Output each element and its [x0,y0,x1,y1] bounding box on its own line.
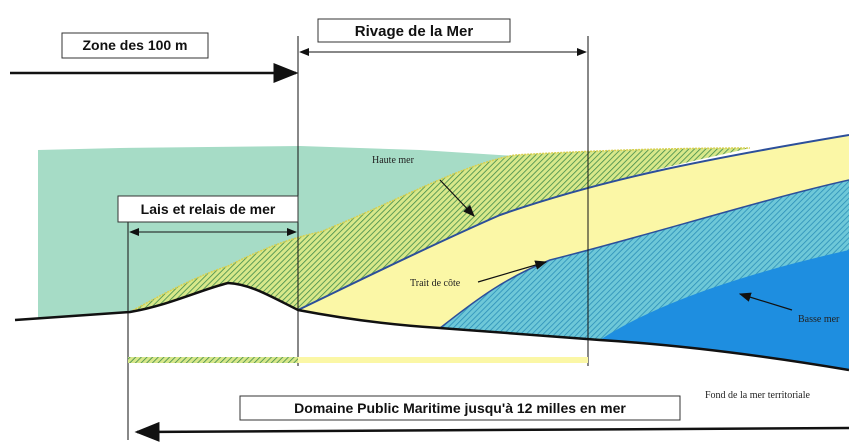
strip-rivage [298,357,588,363]
basse-mer-label: Basse mer [798,314,840,325]
haute-mer-label: Haute mer [372,155,415,166]
ground [14,281,849,372]
trait-label: Trait de côte [410,278,461,289]
estran [298,135,849,328]
arrow [134,421,849,442]
label-box [317,18,511,43]
zone-label: Zone des 100 m [82,37,187,53]
fond-label: Fond de la mer territoriale [705,390,811,401]
sea-deep [600,250,849,370]
lais-zone [130,148,750,312]
leader [439,179,475,217]
coast-line [439,179,849,329]
rivage-label: Rivage de la Mer [355,23,474,40]
lais-label: Lais et relais de mer [141,201,276,217]
label-box [61,32,209,59]
strip-lais [128,357,298,363]
label-box [239,395,681,421]
high-tide-line [297,134,849,311]
domaine-label: Domaine Public Maritime jusqu'à 12 mille… [294,400,626,416]
label-box [117,195,299,223]
leader [738,292,793,311]
leader [477,260,548,283]
surface-line [129,147,751,313]
